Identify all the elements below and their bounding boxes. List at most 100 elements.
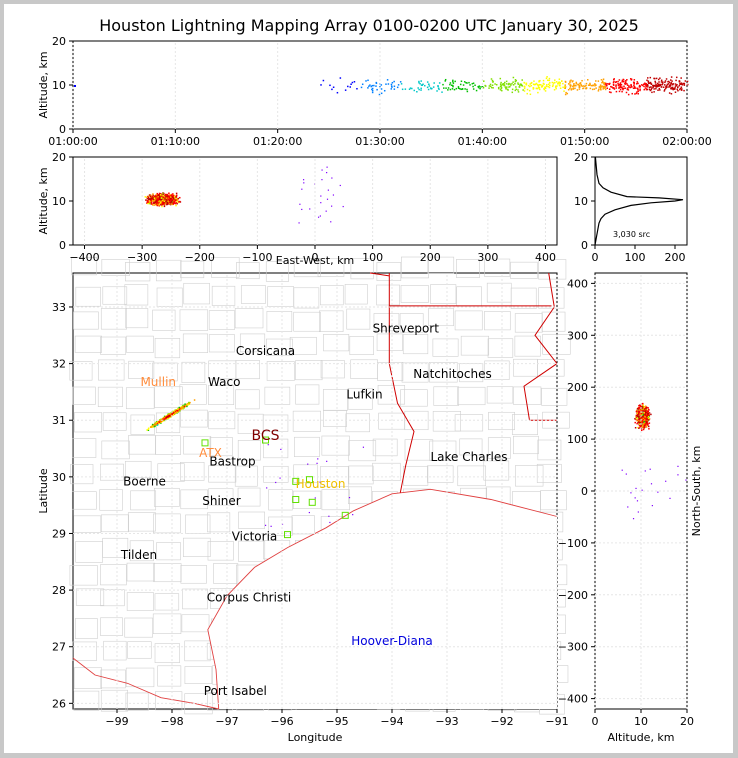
time-source-point xyxy=(564,93,567,96)
county-outline xyxy=(234,465,258,487)
ew-source-point xyxy=(165,197,168,200)
ew-source-point xyxy=(171,195,173,198)
county-outline xyxy=(486,282,512,303)
county-outline xyxy=(69,361,93,381)
county-outline xyxy=(180,260,205,279)
time-source-point xyxy=(634,87,636,89)
county-outline xyxy=(182,333,208,353)
county-outline xyxy=(400,389,428,407)
time-source-point xyxy=(602,82,605,84)
county-outline xyxy=(377,385,406,405)
map-source-point xyxy=(156,424,159,426)
county-outline xyxy=(179,309,209,331)
county-outline xyxy=(514,335,541,357)
county-outline xyxy=(100,564,127,586)
ew-source-point xyxy=(327,189,329,191)
ew-source-point xyxy=(165,198,168,201)
ns-source-point xyxy=(642,407,645,409)
county-outline xyxy=(510,261,538,279)
time-source-point xyxy=(589,87,592,90)
city-label: Bastrop xyxy=(209,455,255,469)
map-source-point xyxy=(156,421,159,423)
ns-source-point xyxy=(637,410,639,412)
time-source-point xyxy=(365,80,367,82)
time-source-point xyxy=(649,81,652,84)
ew-source-point xyxy=(162,195,165,197)
ew-source-point xyxy=(309,208,311,210)
time-source-point xyxy=(445,87,447,89)
time-source-point xyxy=(602,85,605,88)
county-outline xyxy=(457,465,486,487)
time-source-point xyxy=(637,90,639,93)
map-source-point xyxy=(181,407,184,409)
time-source-point xyxy=(426,81,429,83)
altitude-profile-line xyxy=(594,156,684,246)
time-source-point xyxy=(662,81,664,83)
county-outline xyxy=(537,359,565,377)
time-source-point xyxy=(517,82,519,84)
time-source-point xyxy=(452,80,454,83)
ns-source-point xyxy=(643,421,645,423)
map-source-point xyxy=(187,403,189,406)
ew-source-point xyxy=(158,200,161,202)
time-source-point xyxy=(502,83,504,86)
time-source-point xyxy=(471,82,474,85)
ns-source-point xyxy=(638,427,640,429)
ns-source-point xyxy=(638,411,640,413)
county-outline xyxy=(125,308,149,329)
ew-source-point xyxy=(159,196,161,198)
time-source-point xyxy=(548,77,551,80)
time-source-point xyxy=(418,80,420,83)
county-outline xyxy=(404,410,429,431)
ns-source-point xyxy=(644,424,647,426)
ew-source-point xyxy=(172,203,174,205)
county-outline xyxy=(400,285,429,303)
time-source-point xyxy=(449,83,451,86)
axes: 01:00:00 01:10:00 01:20:00 01:30:00 01:40:00… xyxy=(48,35,711,728)
ew-source-point xyxy=(163,199,166,201)
time-source-point xyxy=(575,82,578,85)
ns-source-point xyxy=(643,427,645,430)
time-source-point xyxy=(370,85,372,88)
time-source-point xyxy=(662,82,664,84)
ew-source-point xyxy=(152,195,155,198)
time-source-point xyxy=(420,87,422,90)
ew-source-point xyxy=(163,205,166,208)
ew-source-point xyxy=(163,192,165,195)
time-source-point xyxy=(432,86,435,88)
time-source-point xyxy=(583,87,585,89)
county-outline xyxy=(263,438,289,459)
county-outline xyxy=(208,465,237,483)
time-source-point xyxy=(567,83,570,85)
ew-source-point xyxy=(168,192,170,194)
ew-source-point xyxy=(148,202,150,205)
ns-source-point xyxy=(637,419,639,421)
time-source-point xyxy=(526,88,529,91)
time-source-point xyxy=(647,77,649,79)
time-source-point xyxy=(657,84,660,87)
time-source-point xyxy=(523,85,525,88)
time-source-point xyxy=(621,80,623,83)
time-source-point xyxy=(618,79,621,81)
time-source-point xyxy=(610,85,612,88)
time-source-point xyxy=(604,82,606,84)
ns-source-point xyxy=(644,414,647,417)
ns-source-point xyxy=(647,416,649,419)
ns-source-point xyxy=(641,411,643,414)
time-source-point xyxy=(631,86,633,88)
county-outline xyxy=(347,387,373,410)
ew-source-point xyxy=(175,199,178,201)
time-source-point xyxy=(630,83,632,86)
lat-tick-label: 33 xyxy=(52,301,66,314)
ns-source-point xyxy=(641,405,643,408)
time-source-point xyxy=(427,88,430,91)
time-source-point xyxy=(447,87,450,89)
county-outline xyxy=(156,542,181,561)
map-source-point xyxy=(348,497,351,499)
time-source-point xyxy=(575,81,578,84)
ns-source-point xyxy=(645,417,648,420)
county-outline xyxy=(350,258,374,280)
ew-source-point xyxy=(173,201,175,203)
time-source-point xyxy=(477,85,479,88)
ew-source-point xyxy=(175,201,178,204)
